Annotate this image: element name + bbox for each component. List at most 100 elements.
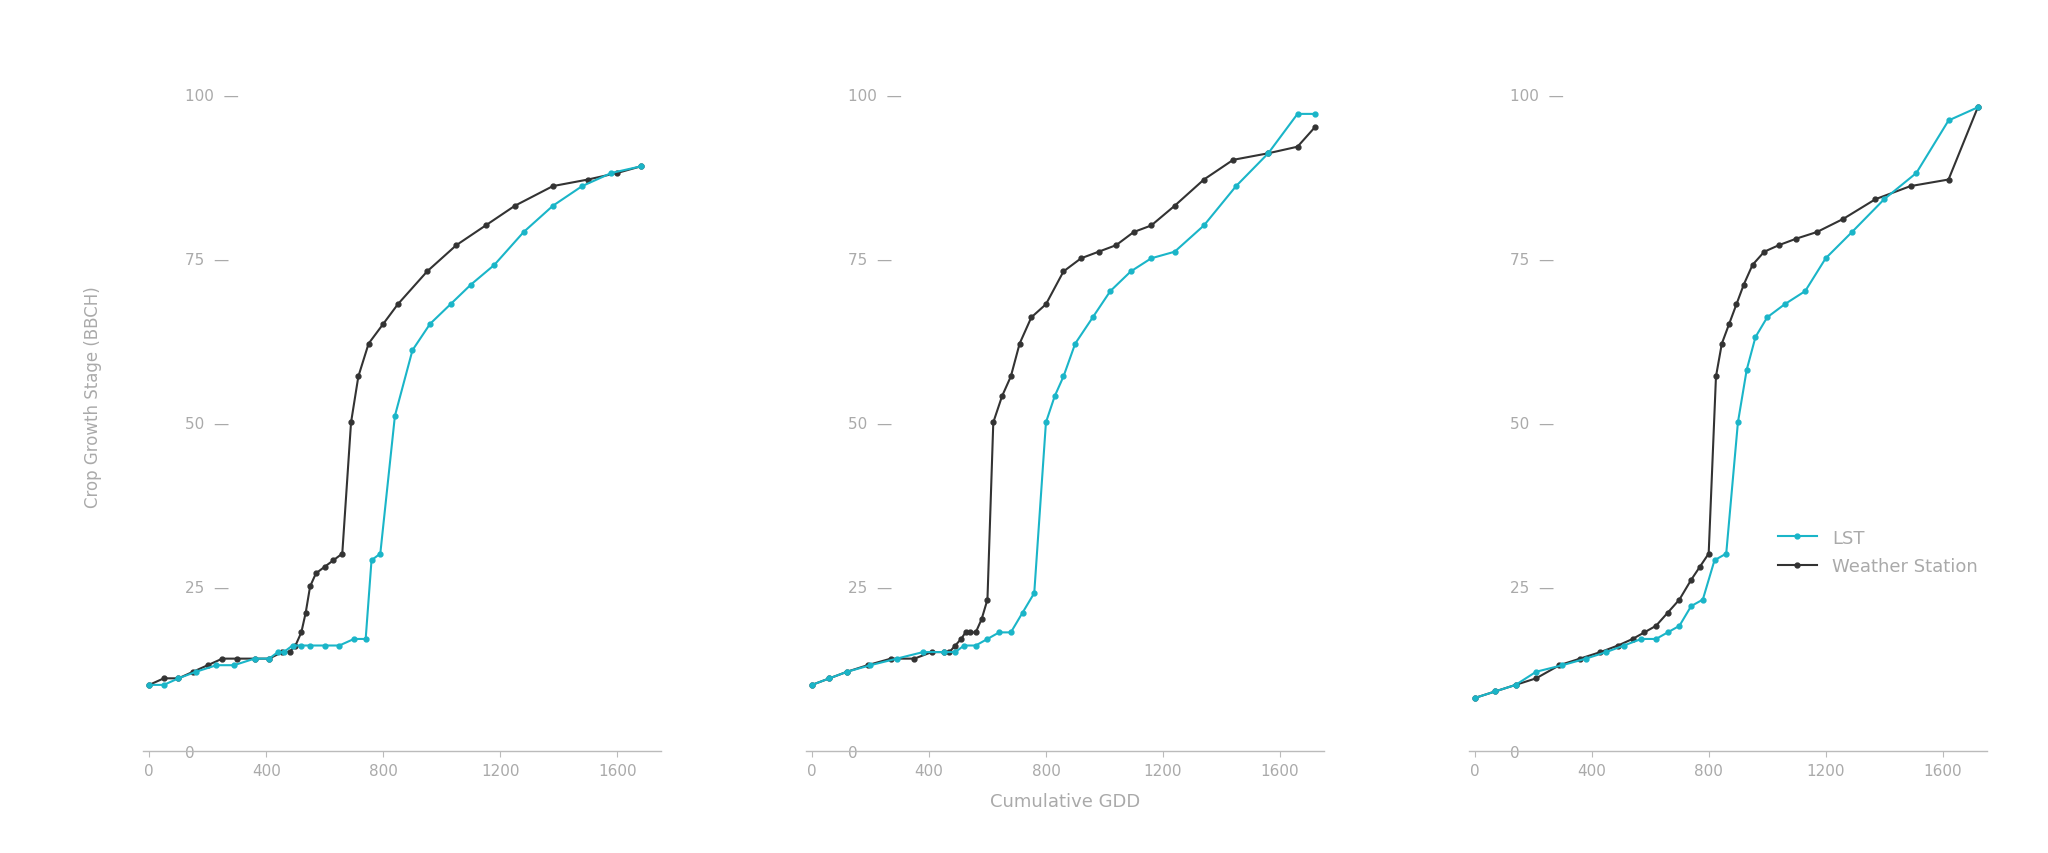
Weather Station <box>975 595 999 605</box>
Weather Station <box>1864 194 1888 205</box>
Weather Station <box>1704 372 1729 382</box>
Weather Station <box>1696 548 1720 559</box>
LST <box>297 641 322 651</box>
LST <box>481 260 506 270</box>
Line: Weather Station: Weather Station <box>147 165 643 688</box>
Weather Station <box>1632 628 1657 638</box>
LST <box>1726 418 1751 428</box>
Weather Station <box>283 641 307 651</box>
Weather Station <box>1255 149 1280 160</box>
Weather Station <box>932 647 956 658</box>
Weather Station <box>1935 175 1960 185</box>
LST <box>399 345 424 356</box>
LST <box>1702 555 1726 566</box>
Weather Station <box>180 667 205 677</box>
Weather Station <box>195 660 219 670</box>
LST <box>1792 287 1817 297</box>
LST <box>942 647 967 658</box>
Weather Station <box>1567 653 1591 664</box>
Weather Station <box>575 175 600 185</box>
LST <box>1573 653 1597 664</box>
LST <box>152 680 176 690</box>
LST <box>1192 221 1217 231</box>
LST <box>1628 634 1653 644</box>
LST <box>242 653 266 664</box>
LST <box>1872 194 1896 205</box>
LST <box>1010 608 1034 618</box>
Weather Station <box>879 653 903 664</box>
LST <box>1755 313 1780 323</box>
Weather Station <box>1679 575 1704 585</box>
LST <box>987 628 1012 638</box>
LST <box>1679 601 1704 612</box>
LST <box>1524 667 1548 677</box>
Weather Station <box>1483 687 1507 697</box>
LST <box>1905 169 1929 179</box>
LST <box>1966 103 1991 113</box>
Weather Station <box>322 555 346 566</box>
LST <box>328 641 352 651</box>
Weather Station <box>1163 201 1188 212</box>
Weather Station <box>799 680 823 690</box>
Weather Station <box>604 169 629 179</box>
Weather Station <box>346 372 371 382</box>
Weather Station <box>817 673 842 683</box>
LST <box>1935 116 1960 126</box>
LST <box>1462 693 1487 704</box>
Weather Station <box>1104 241 1128 251</box>
LST <box>600 169 625 179</box>
Line: LST: LST <box>147 165 643 688</box>
Weather Station <box>137 680 162 690</box>
Weather Station <box>1286 142 1311 153</box>
LST <box>369 548 393 559</box>
Weather Station <box>1221 155 1245 165</box>
LST <box>1118 267 1143 277</box>
Weather Station <box>629 162 653 172</box>
LST <box>1612 641 1636 651</box>
Weather Station <box>1784 235 1808 245</box>
Weather Station <box>313 562 338 572</box>
LST <box>166 673 190 683</box>
LST <box>858 660 883 670</box>
LST <box>512 228 537 238</box>
Weather Station <box>1620 634 1645 644</box>
LST <box>1839 228 1864 238</box>
LST <box>184 667 209 677</box>
Weather Station <box>1645 621 1669 631</box>
LST <box>459 280 483 290</box>
Weather Station <box>1008 339 1032 350</box>
LST <box>418 319 442 329</box>
Weather Station <box>330 548 354 559</box>
LST <box>438 299 463 310</box>
LST <box>313 641 338 651</box>
LST <box>1690 595 1714 605</box>
LST <box>629 162 653 172</box>
Weather Station <box>1546 660 1571 670</box>
Weather Station <box>303 568 328 578</box>
Weather Station <box>289 628 313 638</box>
Weather Station <box>1085 247 1110 258</box>
Weather Station <box>989 392 1014 402</box>
LST <box>1034 418 1059 428</box>
LST <box>1503 680 1528 690</box>
LST <box>1081 313 1106 323</box>
LST <box>1812 254 1837 264</box>
Weather Station <box>371 319 395 329</box>
Weather Station <box>952 628 977 638</box>
Weather Station <box>901 653 926 664</box>
Weather Station <box>938 647 963 658</box>
Weather Station <box>1688 562 1712 572</box>
Weather Station <box>836 667 860 677</box>
Weather Station <box>293 608 317 618</box>
LST <box>1022 589 1047 599</box>
LST <box>885 653 909 664</box>
Weather Station <box>999 372 1024 382</box>
Weather Station <box>1606 641 1630 651</box>
LST <box>272 647 297 658</box>
LST <box>911 647 936 658</box>
LST <box>1042 392 1067 402</box>
Weather Station <box>473 221 498 231</box>
LST <box>1714 548 1739 559</box>
LST <box>963 641 987 651</box>
LST <box>836 667 860 677</box>
